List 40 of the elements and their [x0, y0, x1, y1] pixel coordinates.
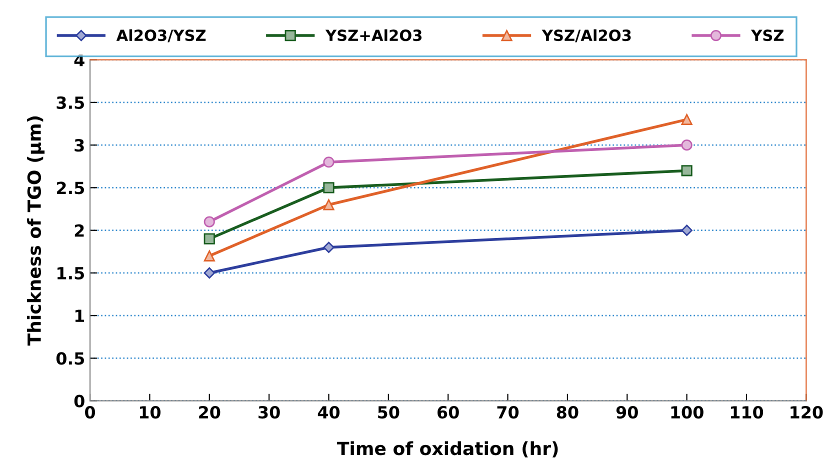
x-tick-label: 50 [378, 406, 400, 419]
x-axis-title: Time of oxidation (hr) [337, 441, 558, 458]
x-tick-label: 110 [730, 406, 764, 419]
x-tick-label: 90 [616, 406, 638, 419]
y-tick-label: 0 [74, 394, 84, 408]
y-tick-label: 1.5 [58, 267, 84, 280]
point [681, 140, 692, 151]
point [323, 156, 334, 168]
y-tick-label: 1 [75, 310, 84, 322]
point [323, 242, 334, 253]
point [204, 250, 215, 262]
x-tick-label: 60 [438, 406, 459, 419]
y-tick-label: 2 [74, 224, 84, 237]
legend-label: YSZ+Al2O3 [325, 29, 422, 42]
legend-label: YSZ/Al2O3 [542, 29, 631, 42]
point [204, 216, 215, 228]
legend-label: Al2O3/YSZ [116, 29, 206, 42]
point [681, 114, 692, 126]
x-tick-label: 120 [790, 406, 823, 419]
x-tick-label: 100 [671, 406, 704, 419]
x-tick-label: 80 [556, 406, 578, 419]
legend-label: YSZ [750, 30, 784, 42]
x-tick-label: 40 [318, 406, 340, 419]
point [323, 199, 334, 210]
y-axis-title: Thickness of TGO (μm) [27, 116, 45, 346]
point [681, 224, 692, 236]
y-tick-label: 2.5 [56, 182, 84, 194]
point [204, 233, 215, 244]
x-tick-label: 0 [85, 406, 96, 419]
point [323, 182, 334, 194]
point [204, 267, 215, 279]
y-tick-label: 3.5 [56, 96, 84, 110]
y-tick-label: 0.5 [56, 352, 84, 365]
x-tick-label: 30 [258, 406, 280, 419]
point [681, 165, 692, 176]
x-tick-label: 10 [140, 406, 161, 419]
y-tick-label: 3 [74, 139, 84, 152]
y-tick-label: 4 [74, 54, 84, 66]
x-tick-label: 70 [497, 406, 519, 419]
x-tick-label: 20 [199, 406, 220, 419]
